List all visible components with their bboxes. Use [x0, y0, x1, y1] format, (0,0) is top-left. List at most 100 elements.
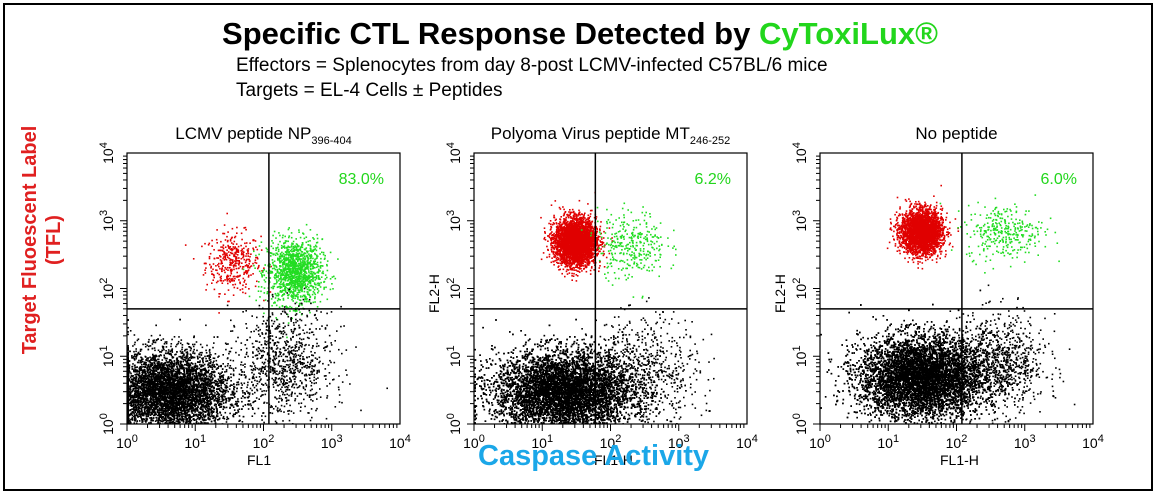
scatter-point: [279, 265, 281, 268]
scatter-point: [209, 263, 211, 266]
scatter-point: [276, 299, 279, 302]
scatter-point: [217, 356, 219, 358]
scatter-point: [290, 282, 293, 284]
scatter-point: [273, 283, 276, 285]
scatter-point: [144, 386, 147, 389]
scatter-point: [306, 251, 309, 254]
scatter-point: [241, 238, 243, 241]
black-population: [127, 304, 302, 424]
scatter-point: [283, 245, 286, 247]
scatter-point: [219, 256, 222, 258]
scatter-point: [279, 287, 282, 289]
scatter-point: [229, 248, 232, 251]
scatter-point: [297, 280, 300, 283]
scatter-point: [227, 239, 229, 242]
scatter-point: [302, 259, 304, 261]
scatter-point: [217, 264, 219, 266]
scatter-point: [282, 261, 285, 263]
scatter-point: [297, 270, 299, 272]
scatter-point: [312, 285, 315, 288]
scatter-point: [317, 291, 319, 294]
scatter-point: [226, 389, 228, 392]
scatter-point: [290, 295, 292, 297]
scatter-point: [290, 255, 293, 257]
scatter-point: [225, 258, 228, 261]
scatter-point: [245, 228, 247, 231]
scatter-point: [222, 232, 224, 235]
scatter-point: [177, 376, 179, 378]
scatter-point: [305, 296, 307, 298]
scatter-point: [210, 406, 213, 408]
scatter-point: [199, 364, 201, 366]
scatter-point: [296, 283, 299, 285]
scatter-point: [305, 266, 307, 269]
scatter-point: [323, 286, 325, 289]
scatter-point: [146, 383, 148, 386]
scatter-point: [254, 267, 256, 269]
scatter-point: [287, 245, 289, 248]
scatter-point: [212, 377, 214, 379]
scatter-point: [232, 278, 234, 280]
scatter-point: [310, 276, 313, 278]
scatter-point: [280, 255, 282, 257]
scatter-point: [271, 270, 273, 273]
scatter-point: [281, 264, 284, 266]
scatter-point: [134, 371, 137, 373]
scatter-point: [272, 287, 274, 290]
scatter-point: [196, 415, 199, 418]
scatter-point: [174, 383, 176, 385]
scatter-point: [230, 272, 233, 275]
scatter-point: [209, 397, 212, 399]
scatter-point: [301, 265, 303, 267]
scatter-point: [174, 353, 176, 356]
scatter-point: [275, 265, 277, 267]
scatter-point: [282, 278, 284, 281]
scatter-point: [179, 421, 181, 424]
scatter-point: [228, 277, 231, 280]
scatter-point: [286, 287, 289, 290]
scatter-point: [238, 264, 240, 266]
scatter-point: [219, 293, 221, 295]
scatter-point: [207, 366, 210, 369]
scatter-point: [127, 333, 129, 336]
scatter-point: [281, 236, 284, 239]
scatter-point: [234, 261, 237, 263]
scatter-point: [309, 272, 312, 275]
scatter-point: [266, 292, 268, 295]
scatter-point: [308, 286, 310, 289]
scatter-point: [150, 396, 152, 398]
scatter-point: [178, 377, 181, 379]
scatter-point: [142, 395, 145, 398]
scatter-point: [290, 306, 293, 309]
scatter-point: [295, 247, 298, 250]
scatter-point: [275, 294, 278, 297]
scatter-point: [307, 283, 309, 285]
scatter-point: [315, 245, 317, 248]
scatter-point: [213, 276, 215, 279]
scatter-point: [282, 277, 285, 279]
scatter-point: [222, 378, 225, 381]
scatter-point: [280, 247, 283, 249]
scatter-point: [244, 279, 246, 282]
scatter-point: [243, 281, 245, 283]
scatter-point: [240, 257, 243, 260]
scatter-point: [222, 417, 224, 419]
scatter-point: [213, 257, 216, 260]
scatter-point: [217, 280, 219, 283]
scatter-point: [192, 258, 195, 260]
scatter-point: [277, 279, 280, 282]
scatter-point: [312, 276, 315, 279]
scatter-point: [285, 305, 287, 308]
scatter-point: [146, 395, 149, 398]
scatter-point: [173, 336, 176, 338]
scatter-point: [291, 294, 294, 297]
scatter-point: [273, 267, 276, 269]
scatter-point: [204, 377, 206, 379]
scatter-point: [298, 252, 301, 254]
scatter-point: [322, 251, 325, 254]
scatter-point: [200, 415, 203, 418]
scatter-point: [235, 257, 237, 259]
scatter-point: [229, 281, 231, 283]
scatter-point: [136, 373, 138, 376]
scatter-point: [181, 356, 183, 359]
